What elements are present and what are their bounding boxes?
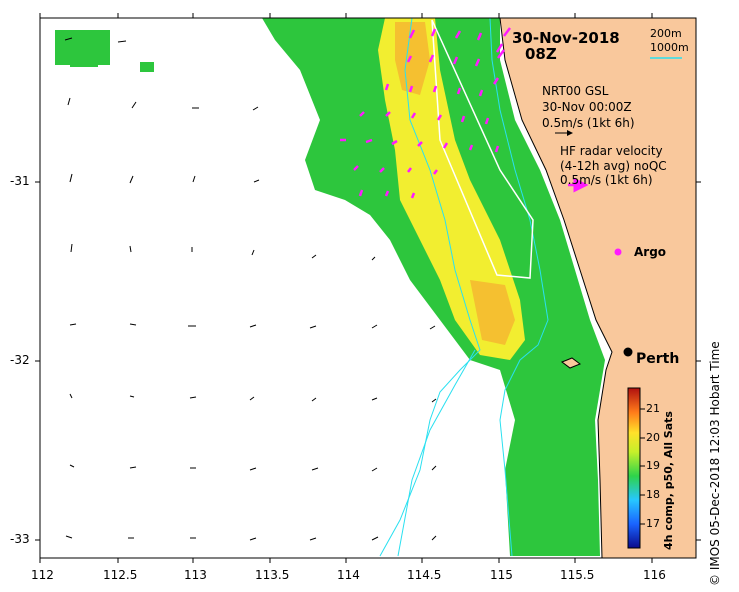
- model-vectors: [64, 37, 437, 541]
- sst-green-patch: [140, 62, 154, 72]
- x-axis-ticks: [35, 13, 701, 563]
- x-tick-label: 112.5: [103, 568, 138, 582]
- sst-green-field: [262, 18, 605, 556]
- y-tick-label: -33: [10, 532, 30, 546]
- x-tick-label: 113.5: [255, 568, 290, 582]
- map-border: [39, 17, 697, 559]
- sst-green-patch: [70, 55, 98, 67]
- x-tick-label: 114: [337, 568, 360, 582]
- argo-label: Argo: [634, 245, 667, 259]
- model-legend-line3: 0.5m/s (1kt 6h): [542, 116, 635, 130]
- x-tick-label: 115.5: [560, 568, 595, 582]
- colorbar-tick-label: 20: [646, 431, 660, 444]
- sst-orange-core: [395, 22, 430, 95]
- radar-coverage-outline: [431, 19, 534, 279]
- perth-marker: [623, 347, 633, 357]
- rottnest-island: [560, 357, 582, 369]
- colorbar-tick-label: 21: [646, 402, 660, 415]
- date-label: 30-Nov-2018: [512, 29, 620, 47]
- colorbar-tick-label: 17: [646, 517, 660, 530]
- map-frame: [39, 17, 697, 559]
- sst-orange-core: [470, 280, 515, 345]
- x-tick-label: 114.5: [407, 568, 442, 582]
- y-tick-label: -32: [10, 353, 30, 367]
- colorbar-label: 4h comp, p50, All Sats: [662, 411, 675, 550]
- x-tick-label: 113: [184, 568, 207, 582]
- colorbar-tick-label: 19: [646, 459, 660, 472]
- copyright-label: © IMOS 05-Dec-2018 12:03 Hobart Time: [708, 341, 722, 586]
- x-tick-label: 115: [490, 568, 513, 582]
- time-label: 08Z: [525, 45, 557, 63]
- colorbar: [627, 387, 641, 549]
- radar-legend-line3: 0.5m/s (1kt 6h): [560, 173, 653, 187]
- sst-yellow-field: [378, 18, 525, 360]
- colorbar-ticks: [640, 408, 645, 525]
- radar-legend-line2: (4-12h avg) noQC: [560, 159, 667, 173]
- argo-marker: [614, 248, 622, 256]
- radar-vectors: [340, 28, 505, 199]
- model-legend-line2: 30-Nov 00:00Z: [542, 100, 632, 114]
- colorbar-tick-label: 18: [646, 488, 660, 501]
- perth-label: Perth: [636, 351, 680, 367]
- x-tick-label: 112: [31, 568, 54, 582]
- isobath-legend-1000: 1000m: [650, 41, 689, 54]
- y-tick-label: -31: [10, 174, 30, 188]
- isobath-200m: [489, 17, 549, 557]
- isobath-1000m: [379, 17, 481, 557]
- date-pointer: [495, 27, 511, 53]
- isobath-1000m: [397, 349, 476, 557]
- isobath-legend-200: 200m: [650, 27, 682, 40]
- model-legend-line1: NRT00 GSL: [542, 84, 609, 98]
- radar-legend-line1: HF radar velocity: [560, 144, 663, 158]
- x-tick-label: 116: [643, 568, 666, 582]
